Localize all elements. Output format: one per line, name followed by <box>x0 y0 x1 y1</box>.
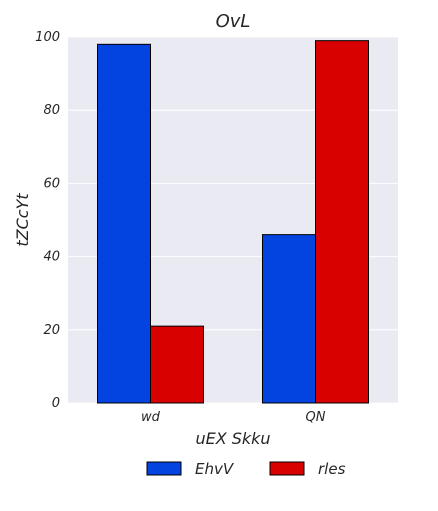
legend: EhvV rles <box>146 460 346 478</box>
y-tick-label: 20 <box>43 323 60 338</box>
y-tick-label: 0 <box>52 396 60 411</box>
legend-swatch <box>269 461 305 476</box>
bar <box>150 325 204 404</box>
y-axis-label: tZCcYt <box>13 193 32 247</box>
legend-swatch <box>146 461 182 476</box>
bar <box>315 40 369 404</box>
x-tick-label: wd <box>141 410 161 425</box>
bar <box>262 234 316 404</box>
y-tick-labels: 0 20 40 60 80 100 <box>35 30 60 411</box>
chart-title: OvL <box>216 11 251 32</box>
x-tick-label: QN <box>306 410 326 425</box>
y-tick-label: 60 <box>43 176 60 191</box>
x-tick-labels: wd QN <box>141 410 326 425</box>
bars <box>97 40 369 404</box>
y-tick-label: 100 <box>35 30 60 45</box>
bar <box>97 43 151 404</box>
x-axis-label: uEX Skku <box>195 429 270 448</box>
y-tick-label: 80 <box>43 103 60 118</box>
legend-label: EhvV <box>195 460 235 478</box>
y-tick-label: 40 <box>43 250 60 265</box>
legend-label: rles <box>318 460 346 478</box>
